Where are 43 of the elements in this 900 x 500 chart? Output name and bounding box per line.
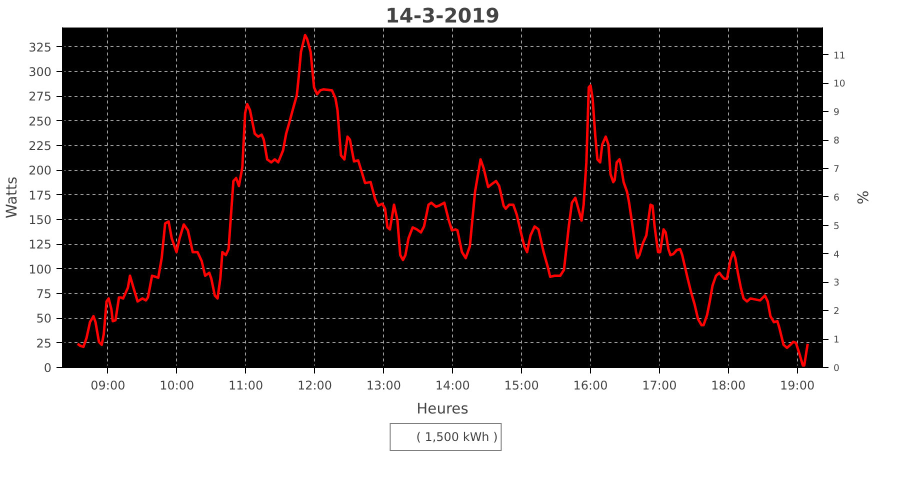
x-tick-label: 18:00 xyxy=(711,378,746,392)
x-tick-label: 16:00 xyxy=(573,378,608,392)
x-tick-label: 09:00 xyxy=(90,378,126,392)
y2-tick-label: 1 xyxy=(834,334,840,346)
y-tick-label: 150 xyxy=(28,213,52,228)
y-axis-title: Watts xyxy=(4,176,21,218)
y-tick-label: 225 xyxy=(28,139,52,154)
y-tick-label: 325 xyxy=(28,40,52,54)
x-tick-label: 13:00 xyxy=(366,378,401,392)
y-tick-label: 200 xyxy=(28,164,52,178)
y-tick-label: 25 xyxy=(36,336,52,350)
y-tick-label: 0 xyxy=(44,361,52,375)
x-tick-label: 12:00 xyxy=(297,378,332,392)
x-tick-label: 10:00 xyxy=(160,378,194,392)
y-tick-label: 50 xyxy=(36,312,52,326)
y2-tick-label: 4 xyxy=(834,249,840,260)
y2-tick-label: 6 xyxy=(834,192,840,204)
y2-tick-label: 2 xyxy=(834,306,840,318)
y-tick-label: 125 xyxy=(28,238,52,252)
y-tick-label: 275 xyxy=(28,90,52,104)
y2-tick-label: 10 xyxy=(834,78,846,90)
x-tick-label: 17:00 xyxy=(642,378,677,392)
text: ( 1,500 kWh ) xyxy=(416,430,498,444)
y2-tick-label: 7 xyxy=(834,164,840,176)
x-tick-label: 11:00 xyxy=(228,378,264,392)
y2-tick-label: 9 xyxy=(834,107,840,118)
y2-tick-label: 5 xyxy=(834,220,840,232)
y2-axis-title: % xyxy=(853,190,870,205)
x-tick-label: 15:00 xyxy=(504,378,539,392)
y-tick-label: 100 xyxy=(28,262,52,276)
y2-tick-label: 3 xyxy=(834,278,840,289)
x-tick-label: 19:00 xyxy=(780,378,815,392)
y-tick-label: 300 xyxy=(28,65,52,80)
x-tick-label: 14:00 xyxy=(435,378,470,392)
y2-tick-label: 8 xyxy=(834,136,840,147)
chart-title: 14-3-2019 xyxy=(385,4,500,28)
x-axis-title: Heures xyxy=(416,400,468,418)
y2-tick-label: 0 xyxy=(834,363,840,374)
y2-tick-label: 11 xyxy=(834,50,846,62)
y-tick-label: 175 xyxy=(28,188,52,202)
y-tick-label: 75 xyxy=(36,287,52,302)
line-series xyxy=(76,34,809,367)
y-tick-label: 250 xyxy=(28,114,52,128)
